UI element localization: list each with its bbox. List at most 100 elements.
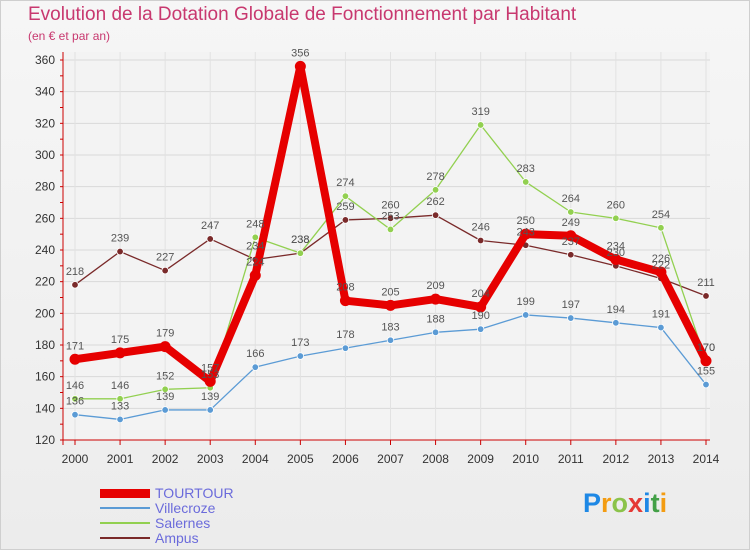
legend-label-salernes: Salernes: [155, 515, 211, 531]
data-label-tourtour: 224: [246, 256, 264, 268]
data-label-salernes: 278: [426, 171, 444, 183]
y-tick-label: 220: [35, 275, 55, 289]
data-label-villecroze: 194: [607, 304, 625, 316]
data-label-tourtour: 171: [66, 340, 84, 352]
data-point-villecroze: [116, 415, 124, 424]
legend-label-tourtour: TOURTOUR: [155, 485, 234, 501]
x-tick-label: 2010: [512, 452, 539, 466]
data-label-ampus: 238: [291, 234, 309, 246]
y-tick-label: 300: [35, 148, 55, 162]
legend-swatch-salernes: [100, 522, 150, 524]
data-point-villecroze: [341, 344, 350, 352]
data-point-tourtour: [339, 295, 351, 307]
y-tick-label: 340: [35, 85, 55, 99]
y-tick-label: 160: [35, 370, 55, 384]
legend-swatch-ampus: [100, 537, 150, 539]
data-point-salernes: [116, 395, 124, 403]
data-point-villecroze: [702, 380, 710, 389]
data-label-villecroze: 139: [156, 391, 174, 403]
legend-swatch-villecroze: [100, 507, 150, 509]
data-point-tourtour: [565, 230, 577, 242]
data-label-ampus: 234: [246, 241, 264, 253]
data-label-tourtour: 208: [336, 282, 354, 294]
data-point-salernes: [161, 385, 169, 394]
legend-swatch-tourtour: [100, 489, 150, 498]
data-label-salernes: 260: [607, 199, 625, 211]
data-point-tourtour: [69, 353, 81, 365]
chart-title: Evolution de la Dotation Globale de Fonc…: [28, 4, 577, 25]
data-point-salernes: [476, 121, 485, 129]
data-point-ampus: [116, 247, 124, 256]
data-point-tourtour: [475, 301, 487, 313]
data-label-tourtour: 234: [607, 241, 625, 253]
data-label-salernes: 146: [111, 380, 129, 392]
data-point-salernes: [657, 224, 665, 232]
data-point-salernes: [386, 225, 395, 234]
data-point-tourtour: [700, 355, 712, 367]
data-label-tourtour: 175: [111, 334, 129, 346]
data-point-villecroze: [612, 319, 620, 327]
data-label-tourtour: 204: [471, 288, 489, 300]
data-point-tourtour: [114, 347, 126, 359]
data-point-villecroze: [251, 363, 259, 371]
data-label-salernes: 319: [471, 106, 489, 118]
x-tick-label: 2000: [62, 452, 89, 466]
proxiti-logo: Proxiti: [583, 488, 668, 518]
data-label-villecroze: 199: [517, 296, 535, 308]
x-tick-label: 2002: [152, 452, 179, 466]
data-label-tourtour: 356: [291, 47, 309, 59]
data-point-salernes: [431, 186, 440, 194]
data-point-ampus: [431, 211, 440, 219]
y-tick-label: 320: [35, 116, 55, 130]
data-label-villecroze: 155: [697, 366, 715, 378]
data-label-ampus: 243: [517, 226, 535, 238]
data-point-salernes: [567, 208, 575, 216]
data-label-tourtour: 226: [652, 253, 670, 265]
x-tick-label: 2004: [242, 452, 269, 466]
y-tick-label: 120: [35, 433, 55, 447]
data-label-salernes: 274: [336, 177, 354, 189]
data-label-villecroze: 136: [66, 396, 84, 408]
chart-subtitle: (en € et par an): [28, 29, 111, 43]
data-point-tourtour: [204, 375, 216, 387]
data-label-villecroze: 166: [246, 348, 264, 360]
data-label-salernes: 153: [201, 369, 219, 381]
data-point-ampus: [71, 281, 79, 289]
data-point-salernes: [341, 192, 350, 200]
data-point-tourtour: [655, 266, 667, 278]
data-label-ampus: 227: [156, 252, 174, 264]
y-tick-label: 360: [35, 53, 55, 67]
data-label-salernes: 253: [381, 210, 399, 222]
x-tick-label: 2014: [693, 452, 720, 466]
data-point-tourtour: [385, 299, 396, 311]
data-point-tourtour: [520, 228, 532, 240]
data-point-ampus: [341, 216, 350, 224]
x-tick-label: 2005: [287, 452, 314, 466]
data-label-tourtour: 205: [381, 286, 399, 298]
data-label-ampus: 230: [607, 247, 625, 259]
data-point-tourtour: [610, 254, 622, 265]
data-label-ampus: 222: [652, 260, 670, 272]
data-label-salernes: 146: [66, 380, 84, 392]
y-tick-label: 140: [35, 401, 55, 415]
data-point-ampus: [702, 292, 710, 300]
data-point-salernes: [612, 214, 620, 223]
data-label-salernes: 254: [652, 209, 670, 221]
data-point-ampus: [476, 236, 485, 245]
x-tick-label: 2013: [648, 452, 675, 466]
data-label-villecroze: 190: [471, 310, 489, 322]
x-tick-label: 2008: [422, 452, 449, 466]
data-label-villecroze: 133: [111, 400, 129, 412]
data-label-ampus: 237: [562, 236, 580, 248]
data-point-villecroze: [431, 328, 440, 337]
data-label-villecroze: 188: [426, 313, 444, 325]
data-label-tourtour: 157: [201, 362, 219, 374]
data-label-salernes: 152: [156, 370, 174, 382]
data-point-tourtour: [430, 293, 442, 305]
y-tick-label: 200: [35, 306, 55, 320]
data-point-salernes: [251, 233, 259, 242]
data-label-ampus: 262: [426, 196, 444, 208]
data-label-ampus: 239: [111, 233, 129, 245]
data-point-ampus: [206, 235, 214, 243]
